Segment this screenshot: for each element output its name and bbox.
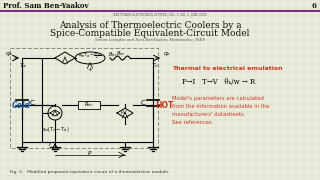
Text: C: C [141, 100, 146, 106]
Text: Analysis of Thermoelectric Coolers by a: Analysis of Thermoelectric Coolers by a [59, 21, 241, 30]
Text: $\theta_m$: $\theta_m$ [116, 50, 124, 59]
Text: P→I   T→V   θₖ/w → R: P→I T→V θₖ/w → R [182, 78, 255, 86]
Text: HOT: HOT [155, 100, 173, 109]
Text: $\alpha_m T_a - \frac{IR_m}{2}$: $\alpha_m T_a - \frac{IR_m}{2}$ [78, 50, 101, 62]
Text: Cold: Cold [12, 100, 31, 109]
Text: $I$: $I$ [48, 140, 52, 148]
Text: C: C [30, 100, 35, 106]
Text: Model's parameters are calculated: Model's parameters are calculated [172, 96, 264, 100]
Text: Simon Lineykin and Sam Ben-Yaakov, Montevideo, IEEE: Simon Lineykin and Sam Ben-Yaakov, Monte… [95, 38, 205, 42]
Text: Prof. Sam Ben-Yaakov: Prof. Sam Ben-Yaakov [3, 2, 89, 10]
Text: $\theta_m$: $\theta_m$ [108, 51, 117, 59]
Text: 6: 6 [312, 2, 317, 10]
Text: $+$: $+$ [87, 65, 93, 73]
Text: manufacturers' datasheets.: manufacturers' datasheets. [172, 111, 245, 116]
Text: Spice-Compatible Equivalent-Circuit Model: Spice-Compatible Equivalent-Circuit Mode… [50, 28, 250, 37]
Text: $\alpha_m(T_e - T_a)$: $\alpha_m(T_e - T_a)$ [41, 125, 69, 134]
Text: $T_a$: $T_a$ [19, 62, 27, 70]
Bar [78, 101, 100, 109]
Text: Fig. 3.   Modified proposed equivalent circuit of a thermoelectric module.: Fig. 3. Modified proposed equivalent cir… [10, 170, 169, 174]
Text: See references.: See references. [172, 120, 213, 125]
Text: $T_e$: $T_e$ [151, 62, 159, 70]
Text: $q_a$: $q_a$ [5, 50, 13, 58]
Text: $q_e$: $q_e$ [163, 50, 171, 58]
Text: $I{\cdot}V$: $I{\cdot}V$ [120, 108, 128, 116]
Text: $P$: $P$ [87, 149, 93, 157]
Bar [10, 48, 158, 148]
Text: from the information available in the: from the information available in the [172, 103, 269, 109]
Text: Thermal to electrical emulation: Thermal to electrical emulation [172, 66, 283, 71]
Text: $R_m$: $R_m$ [84, 101, 94, 109]
Text: IEEE POWER ELECTRONICS LETTERS, VOL. 3, NO. 2, JUNE 2005: IEEE POWER ELECTRONICS LETTERS, VOL. 3, … [113, 13, 207, 17]
